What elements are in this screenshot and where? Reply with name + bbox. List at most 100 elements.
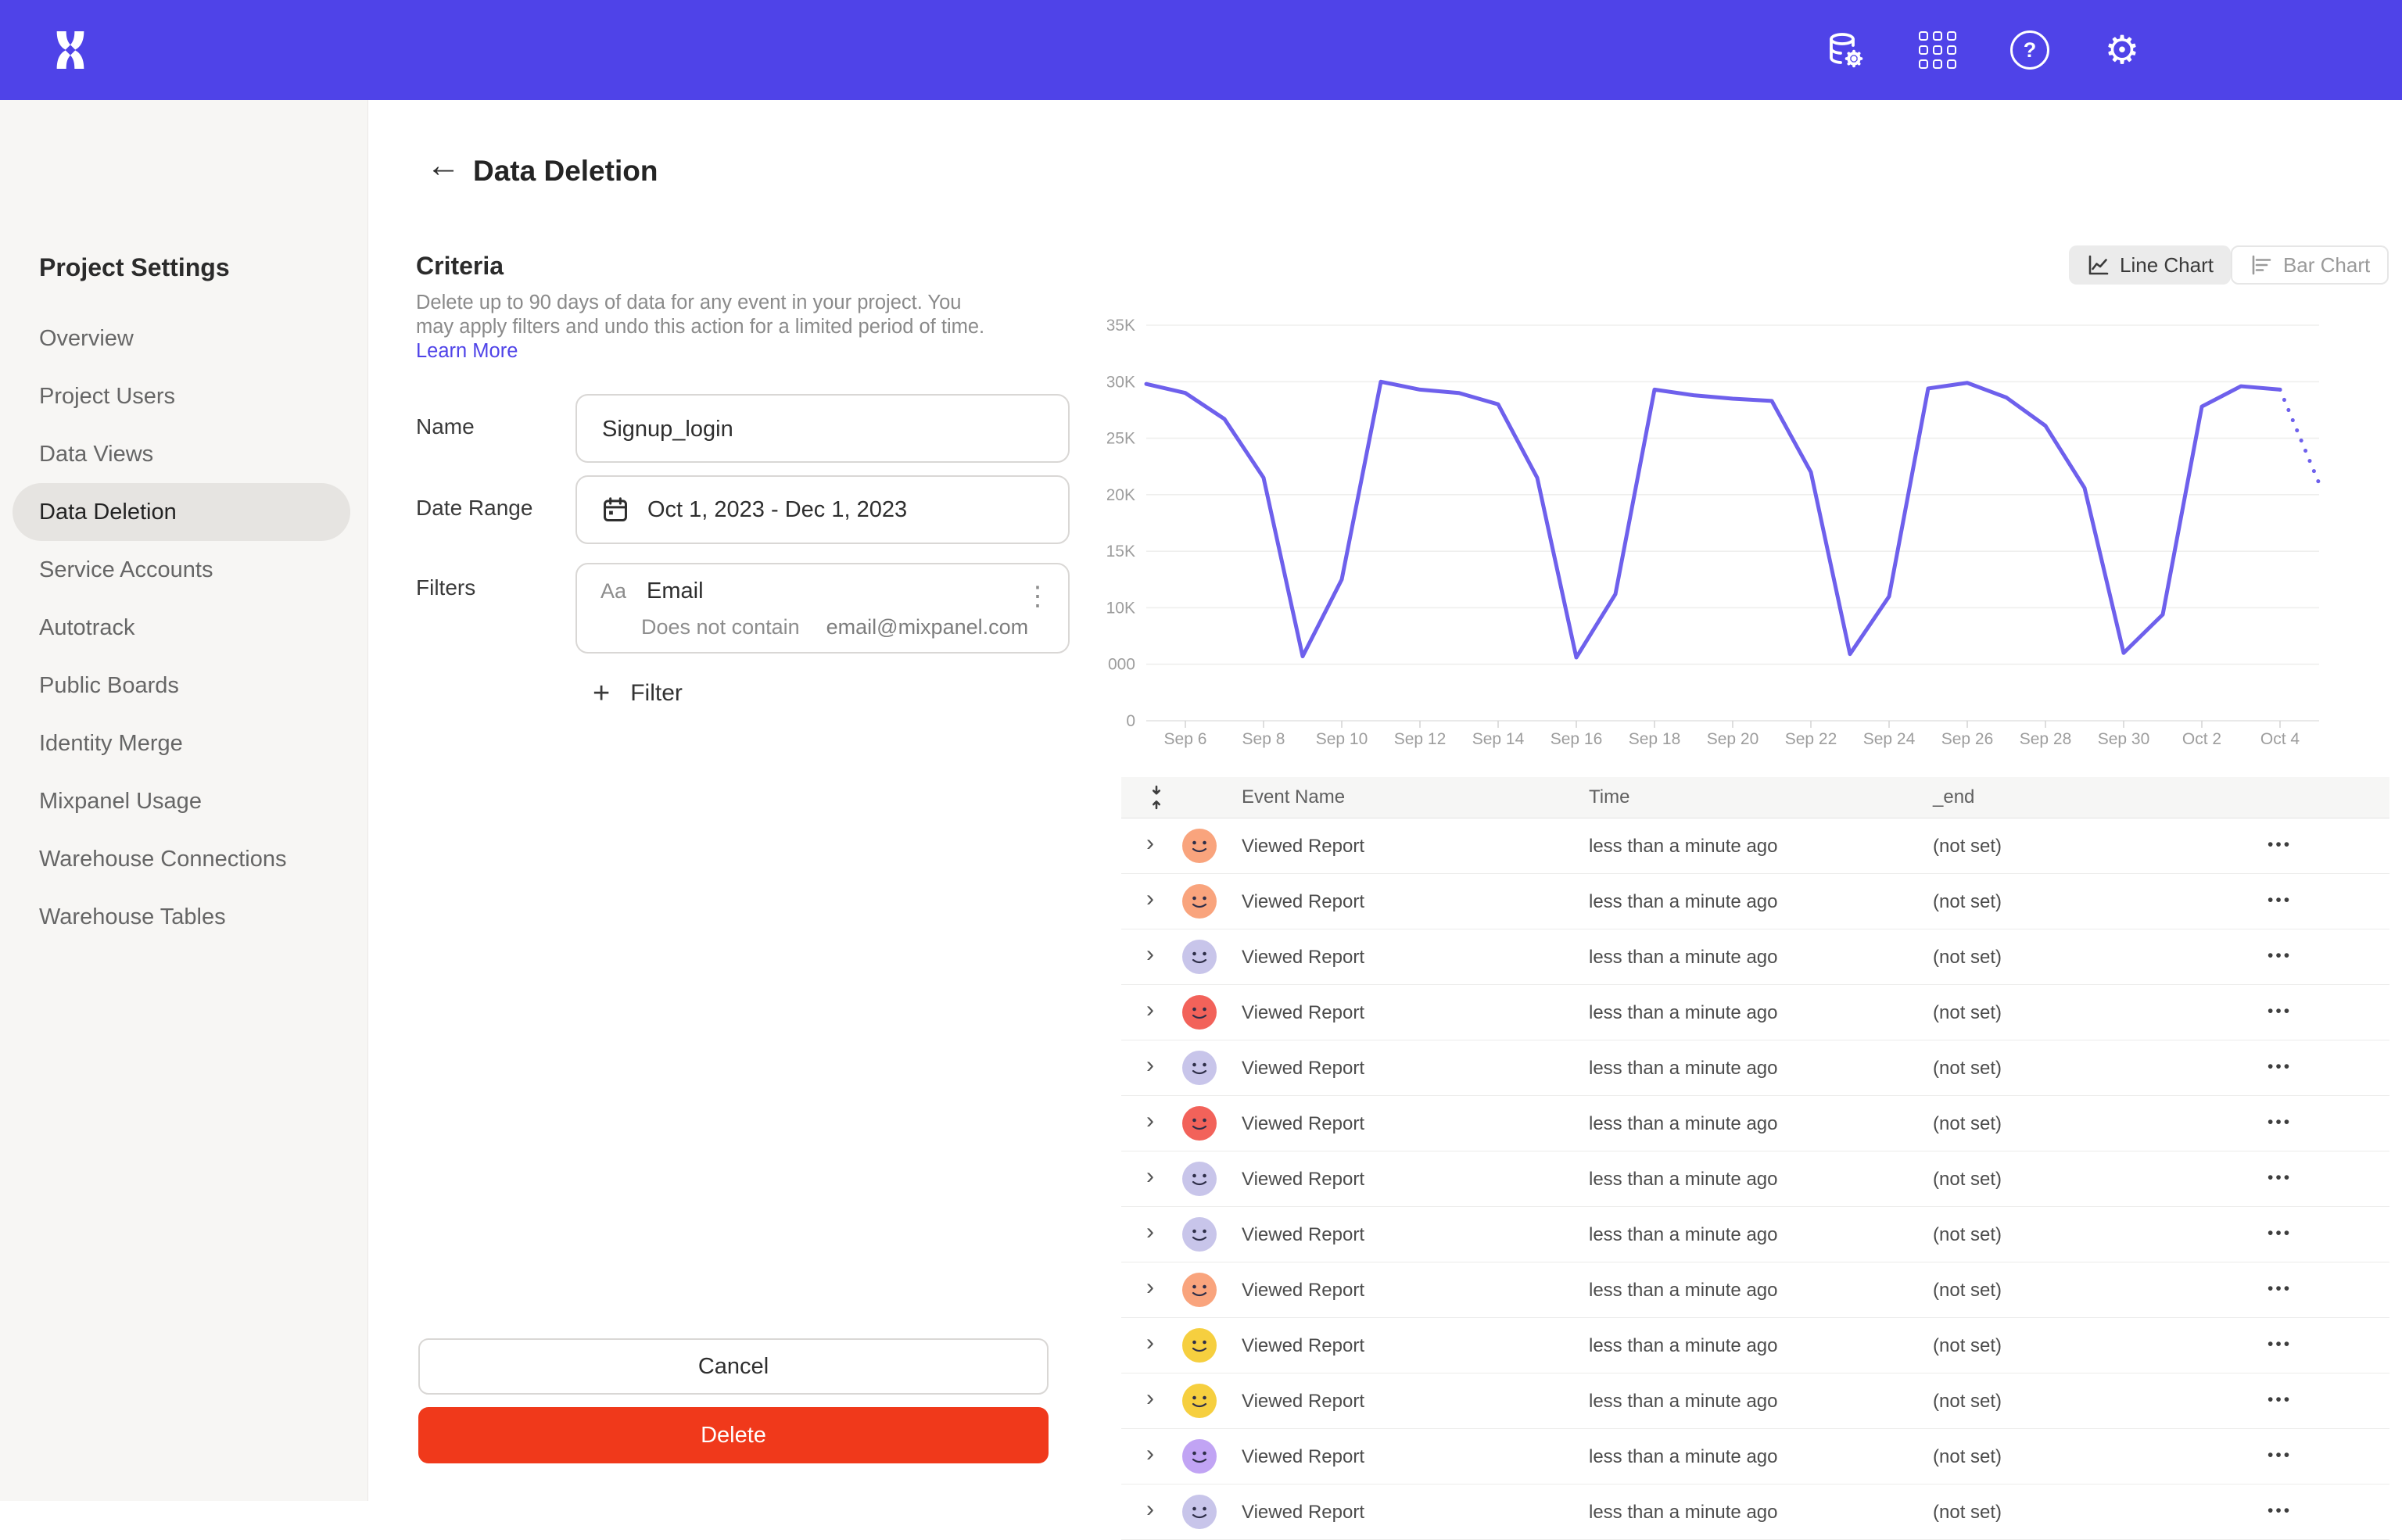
mixpanel-logo[interactable]: [45, 25, 95, 75]
user-avatar: [1182, 1273, 1217, 1307]
x-axis-tick-label: Sep 26: [1941, 730, 1994, 748]
row-expand-chevron-icon[interactable]: ›: [1146, 1108, 1154, 1134]
row-expand-chevron-icon[interactable]: ›: [1146, 1330, 1154, 1356]
end-cell: (not set): [1933, 1280, 2002, 1301]
row-menu-icon[interactable]: •••: [2268, 1169, 2293, 1187]
filter-operator[interactable]: Does not contain: [641, 615, 800, 639]
row-menu-icon[interactable]: •••: [2268, 1391, 2293, 1409]
apps-grid-icon[interactable]: [1916, 28, 1959, 72]
row-expand-chevron-icon[interactable]: ›: [1146, 1385, 1154, 1411]
row-menu-icon[interactable]: •••: [2268, 836, 2293, 854]
date-range-picker[interactable]: Oct 1, 2023 - Dec 1, 2023: [575, 475, 1070, 544]
event-name-cell: Viewed Report: [1242, 1113, 1364, 1134]
sort-collapse-icon[interactable]: [1146, 785, 1167, 815]
table-row[interactable]: › Viewed Report less than a minute ago (not…: [1121, 1262, 2389, 1318]
table-row[interactable]: › Viewed Report less than a minute ago (not…: [1121, 1096, 2389, 1151]
column-header-time[interactable]: Time: [1589, 786, 1630, 808]
row-expand-chevron-icon[interactable]: ›: [1146, 1496, 1154, 1522]
row-expand-chevron-icon[interactable]: ›: [1146, 1274, 1154, 1300]
time-cell: less than a minute ago: [1589, 1224, 1778, 1245]
chart-line-projection-dotted: [2278, 387, 2321, 485]
row-menu-icon[interactable]: •••: [2268, 891, 2293, 909]
row-menu-icon[interactable]: •••: [2268, 1335, 2293, 1353]
sidebar-item-data-deletion[interactable]: Data Deletion: [13, 483, 350, 541]
sidebar-item-warehouse-tables[interactable]: Warehouse Tables: [0, 888, 367, 946]
table-row[interactable]: › Viewed Report less than a minute ago (not…: [1121, 1429, 2389, 1484]
row-expand-chevron-icon[interactable]: ›: [1146, 997, 1154, 1022]
event-name-cell: Viewed Report: [1242, 1335, 1364, 1356]
sidebar-item-mixpanel-usage[interactable]: Mixpanel Usage: [0, 772, 367, 830]
table-row[interactable]: › Viewed Report less than a minute ago (not…: [1121, 1151, 2389, 1207]
x-axis-tick-label: Sep 12: [1394, 730, 1447, 748]
table-row[interactable]: › Viewed Report less than a minute ago (not…: [1121, 985, 2389, 1040]
row-expand-chevron-icon[interactable]: ›: [1146, 1441, 1154, 1467]
time-cell: less than a minute ago: [1589, 1058, 1778, 1079]
row-menu-icon[interactable]: •••: [2268, 1002, 2293, 1020]
row-menu-icon[interactable]: •••: [2268, 1502, 2293, 1520]
table-body: › Viewed Report less than a minute ago (not…: [1121, 818, 2389, 1540]
criteria-description: Delete up to 90 days of data for any eve…: [416, 291, 991, 364]
name-input[interactable]: [600, 396, 1041, 463]
add-filter-button[interactable]: + Filter: [593, 679, 683, 708]
user-avatar: [1182, 1217, 1217, 1252]
database-settings-icon[interactable]: [1823, 28, 1867, 72]
sidebar-item-identity-merge[interactable]: Identity Merge: [0, 714, 367, 772]
event-name-cell: Viewed Report: [1242, 836, 1364, 857]
row-menu-icon[interactable]: •••: [2268, 1224, 2293, 1242]
table-row[interactable]: › Viewed Report less than a minute ago (not…: [1121, 1040, 2389, 1096]
settings-gear-icon[interactable]: ⚙: [2104, 27, 2140, 73]
x-axis-tick-label: Sep 28: [2020, 730, 2072, 748]
table-row[interactable]: › Viewed Report less than a minute ago (not…: [1121, 1373, 2389, 1429]
delete-button[interactable]: Delete: [418, 1407, 1049, 1463]
event-name-cell: Viewed Report: [1242, 1391, 1364, 1412]
sidebar-item-autotrack[interactable]: Autotrack: [0, 599, 367, 657]
row-menu-icon[interactable]: •••: [2268, 1113, 2293, 1131]
bar-chart-toggle[interactable]: Bar Chart: [2230, 245, 2389, 285]
column-header-end[interactable]: _end: [1933, 786, 1975, 808]
time-cell: less than a minute ago: [1589, 836, 1778, 857]
filter-menu-icon[interactable]: ⋮: [1024, 582, 1051, 611]
table-row[interactable]: › Viewed Report less than a minute ago (not…: [1121, 929, 2389, 985]
date-range-label: Date Range: [416, 496, 533, 520]
row-menu-icon[interactable]: •••: [2268, 947, 2293, 965]
sidebar-item-service-accounts[interactable]: Service Accounts: [0, 541, 367, 599]
column-header-event-name[interactable]: Event Name: [1242, 786, 1346, 808]
table-row[interactable]: › Viewed Report less than a minute ago (not…: [1121, 818, 2389, 874]
line-chart-toggle[interactable]: Line Chart: [2069, 245, 2231, 285]
sidebar-item-project-users[interactable]: Project Users: [0, 367, 367, 425]
row-expand-chevron-icon[interactable]: ›: [1146, 1052, 1154, 1078]
sidebar-item-data-views[interactable]: Data Views: [0, 425, 367, 483]
table-row[interactable]: › Viewed Report less than a minute ago (not…: [1121, 1207, 2389, 1262]
row-menu-icon[interactable]: •••: [2268, 1280, 2293, 1298]
calendar-icon: [600, 495, 630, 525]
learn-more-link[interactable]: Learn More: [416, 340, 518, 362]
table-row[interactable]: › Viewed Report less than a minute ago (not…: [1121, 874, 2389, 929]
sidebar-item-overview[interactable]: Overview: [0, 310, 367, 367]
row-expand-chevron-icon[interactable]: ›: [1146, 886, 1154, 911]
table-row[interactable]: › Viewed Report less than a minute ago (not…: [1121, 1484, 2389, 1540]
x-axis-tick-label: Sep 24: [1863, 730, 1916, 748]
row-expand-chevron-icon[interactable]: ›: [1146, 1219, 1154, 1245]
filter-value[interactable]: email@mixpanel.com: [826, 615, 1029, 639]
row-expand-chevron-icon[interactable]: ›: [1146, 1163, 1154, 1189]
cancel-button[interactable]: Cancel: [418, 1338, 1049, 1395]
back-arrow-icon[interactable]: ←: [426, 146, 461, 184]
row-menu-icon[interactable]: •••: [2268, 1058, 2293, 1076]
time-cell: less than a minute ago: [1589, 947, 1778, 968]
row-expand-chevron-icon[interactable]: ›: [1146, 830, 1154, 856]
sidebar-item-warehouse-connections[interactable]: Warehouse Connections: [0, 830, 367, 888]
table-row[interactable]: › Viewed Report less than a minute ago (not…: [1121, 1318, 2389, 1373]
event-name-cell: Viewed Report: [1242, 1002, 1364, 1023]
y-axis-tick-label: 5,000: [1107, 656, 1135, 674]
filter-card[interactable]: Aa Email ⋮ Does not contain email@mixpane…: [575, 563, 1070, 654]
name-label: Name: [416, 414, 475, 439]
question-mark: ?: [2023, 38, 2037, 62]
help-icon[interactable]: ?: [2008, 28, 2052, 72]
bar-chart-icon: [2252, 255, 2271, 275]
user-avatar: [1182, 884, 1217, 919]
sidebar-item-public-boards[interactable]: Public Boards: [0, 657, 367, 714]
row-expand-chevron-icon[interactable]: ›: [1146, 941, 1154, 967]
sidebar-item-label: Identity Merge: [39, 730, 183, 756]
row-menu-icon[interactable]: •••: [2268, 1446, 2293, 1464]
event-name-cell: Viewed Report: [1242, 1502, 1364, 1523]
